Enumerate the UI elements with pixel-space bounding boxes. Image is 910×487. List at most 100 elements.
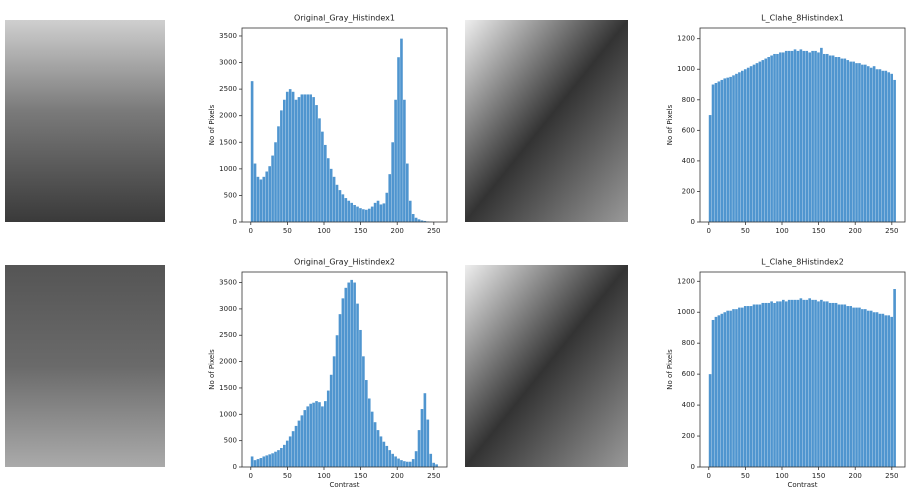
bar xyxy=(326,390,330,467)
bar xyxy=(373,202,377,222)
bar xyxy=(755,63,759,223)
bar xyxy=(893,79,896,222)
bar xyxy=(288,89,292,222)
bar xyxy=(303,410,307,467)
chart-title: Original_Gray_Histindex2 xyxy=(294,258,395,267)
bar xyxy=(738,307,741,467)
bar xyxy=(321,406,324,467)
bar xyxy=(303,94,307,222)
bar xyxy=(359,208,362,222)
y-tick-label: 1000 xyxy=(219,410,237,418)
x-tick-label: 250 xyxy=(427,472,440,480)
y-tick-label: 2500 xyxy=(219,331,237,339)
bar xyxy=(711,319,715,467)
x-tick-label: 100 xyxy=(317,472,330,480)
bar xyxy=(749,306,753,467)
bar xyxy=(250,81,254,222)
bar xyxy=(326,158,330,222)
axes-frame xyxy=(699,271,906,468)
y-tick-label: 3000 xyxy=(219,305,237,313)
bar xyxy=(329,374,333,467)
bar xyxy=(887,315,891,467)
y-axis-label: No of Pixels xyxy=(208,104,216,145)
bar xyxy=(256,459,260,467)
bar xyxy=(755,304,759,467)
bar xyxy=(743,306,747,467)
y-tick-label: 400 xyxy=(682,157,695,165)
bar xyxy=(779,52,782,222)
bar xyxy=(875,312,879,467)
bar xyxy=(790,299,794,467)
bar xyxy=(796,299,800,467)
bar xyxy=(291,91,295,222)
bar xyxy=(881,70,885,222)
bar xyxy=(256,176,260,222)
bar xyxy=(417,430,421,467)
y-tick-label: 400 xyxy=(682,401,695,409)
bar xyxy=(370,206,374,222)
bar xyxy=(779,301,782,467)
bar xyxy=(341,298,345,467)
bar xyxy=(864,64,867,223)
bar xyxy=(752,64,756,223)
bar xyxy=(268,166,271,222)
bar xyxy=(417,219,421,222)
y-tick-label: 200 xyxy=(682,187,695,195)
bar xyxy=(306,406,310,467)
bar xyxy=(400,38,403,222)
bar xyxy=(823,53,826,222)
bar xyxy=(767,57,770,222)
bar xyxy=(274,451,277,467)
bar xyxy=(373,422,377,467)
bar xyxy=(265,455,269,467)
bar xyxy=(283,444,286,467)
bar xyxy=(717,315,721,467)
bar xyxy=(729,76,732,222)
bar xyxy=(843,58,847,223)
bar xyxy=(708,115,712,222)
y-tick-label: 1000 xyxy=(677,308,695,316)
y-tick-label: 800 xyxy=(682,96,695,104)
bar xyxy=(382,203,386,222)
y-tick-label: 500 xyxy=(224,437,237,445)
y-axis-label: No of Pixels xyxy=(208,349,216,390)
bar xyxy=(878,69,882,222)
bar xyxy=(746,67,750,222)
bar xyxy=(890,73,893,222)
chart-title: L_Clahe_8Histindex1 xyxy=(761,14,844,23)
bar xyxy=(385,192,389,222)
bar xyxy=(802,50,806,222)
bar xyxy=(726,77,729,223)
bar xyxy=(869,310,873,467)
bar xyxy=(347,200,351,222)
bar xyxy=(312,402,315,467)
bar xyxy=(391,453,394,467)
bar xyxy=(397,458,400,467)
bar xyxy=(362,356,365,467)
y-tick-label: 0 xyxy=(233,218,237,226)
bar xyxy=(723,312,727,467)
bar xyxy=(770,55,773,222)
photo xyxy=(465,265,628,467)
bar xyxy=(831,55,835,222)
bar xyxy=(297,420,301,467)
bar xyxy=(315,401,318,467)
bar xyxy=(400,460,403,467)
bar xyxy=(356,206,359,222)
bar xyxy=(793,299,797,467)
bar xyxy=(711,84,715,222)
bar xyxy=(720,79,724,222)
bar xyxy=(253,163,257,222)
bar xyxy=(408,200,412,222)
x-tick-label: 150 xyxy=(812,227,825,235)
bar xyxy=(379,436,383,467)
y-tick-label: 2000 xyxy=(219,112,237,120)
y-tick-label: 800 xyxy=(682,339,695,347)
axes-frame xyxy=(699,27,906,223)
x-tick-label: 100 xyxy=(775,227,788,235)
bar xyxy=(265,171,269,222)
bar xyxy=(420,220,424,222)
bar xyxy=(743,69,747,222)
y-tick-label: 1500 xyxy=(219,384,237,392)
